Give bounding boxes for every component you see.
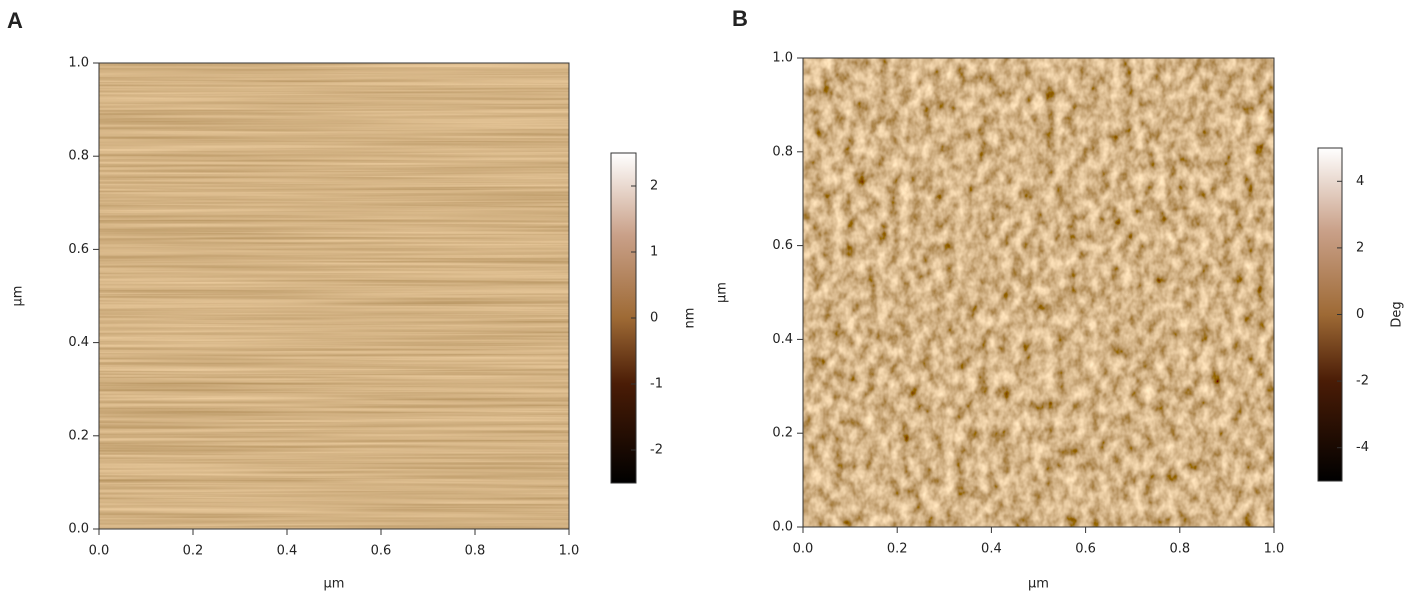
- x-tick-label: 0.8: [1169, 542, 1190, 557]
- colorbar-tick-label: -4: [1356, 440, 1369, 455]
- x-tick-label: 0.0: [793, 542, 814, 557]
- y-tick-label: 1.0: [772, 51, 793, 66]
- panel-label: A: [7, 8, 23, 33]
- colorbar-tick-label: -2: [650, 443, 663, 458]
- y-tick-label: 1.0: [68, 56, 89, 71]
- y-tick-label: 0.8: [68, 149, 89, 164]
- y-tick-label: 0.0: [772, 520, 793, 535]
- y-tick-label: 0.4: [68, 335, 89, 350]
- x-tick-label: 1.0: [559, 544, 580, 559]
- x-tick-label: 0.4: [277, 544, 298, 559]
- y-axis-label: µm: [11, 286, 26, 307]
- x-tick-label: 0.6: [371, 544, 392, 559]
- y-axis-label: µm: [715, 282, 730, 303]
- x-tick-label: 0.2: [887, 542, 908, 557]
- colorbar-tick-label: 2: [650, 179, 658, 194]
- y-tick-label: 0.6: [68, 242, 89, 257]
- afm-image: [99, 63, 569, 529]
- colorbar-tick-label: 1: [650, 245, 658, 260]
- x-tick-label: 0.0: [89, 544, 110, 559]
- x-tick-label: 0.4: [981, 542, 1002, 557]
- colorbar-tick-label: 2: [1356, 240, 1364, 255]
- x-tick-label: 0.6: [1075, 542, 1096, 557]
- y-tick-label: 0.2: [772, 426, 793, 441]
- afm-image: [803, 58, 1274, 527]
- colorbar-tick-label: -1: [650, 377, 663, 392]
- colorbar-label: Deg: [1390, 301, 1405, 327]
- x-tick-label: 0.8: [465, 544, 486, 559]
- y-tick-label: 0.2: [68, 428, 89, 443]
- x-tick-label: 0.2: [183, 544, 204, 559]
- colorbar-label: nm: [683, 308, 698, 329]
- y-tick-label: 0.6: [772, 238, 793, 253]
- x-tick-label: 1.0: [1264, 542, 1285, 557]
- colorbar-tick-label: 0: [1356, 307, 1364, 322]
- x-axis-label: µm: [1028, 577, 1049, 592]
- y-tick-label: 0.0: [68, 522, 89, 537]
- x-axis-label: µm: [324, 577, 345, 592]
- panel-label: B: [732, 6, 748, 31]
- colorbar-tick-label: 4: [1356, 174, 1364, 189]
- y-tick-label: 0.4: [772, 332, 793, 347]
- y-tick-label: 0.8: [772, 144, 793, 159]
- colorbar-tick-label: -2: [1356, 374, 1369, 389]
- plot-frame: [98, 62, 570, 530]
- plot-frame: [802, 57, 1275, 528]
- colorbar-tick-label: 0: [650, 311, 658, 326]
